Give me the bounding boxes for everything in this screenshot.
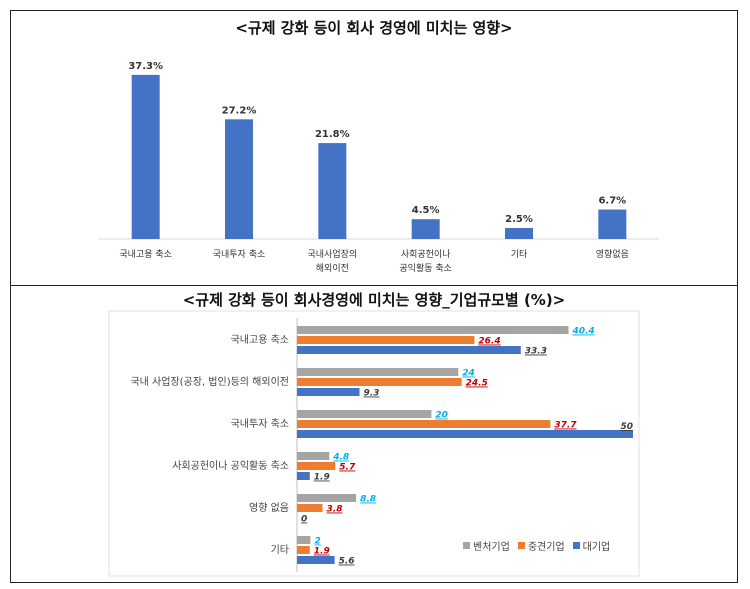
chart2-data-label: 1.9 [314, 473, 330, 483]
chart2-bar [297, 388, 360, 396]
chart2-data-label: 3.8 [327, 505, 343, 515]
chart2-bar [297, 378, 462, 386]
chart1-bar [505, 228, 533, 239]
chart1-category-label: 기타 [511, 249, 528, 260]
company-size-impact-chart-panel: <규제 강화 등이 회사경영에 미치는 영향_기업규모별 (%)> 국내고용 축… [10, 285, 738, 583]
overall-impact-chart-panel: <규제 강화 등이 회사 경영에 미치는 영향> 37.3% 국내고용 축소 27.… [10, 10, 738, 286]
chart2-category-label: 영향 없음 [249, 501, 289, 514]
chart2-data-label: 33.3 [525, 347, 547, 357]
chart2-category-label: 국내투자 축소 [231, 418, 289, 430]
legend-item-midsize: 중견기업 [517, 538, 565, 553]
chart2-data-label: 1.9 [314, 547, 330, 557]
chart2-bar [297, 536, 311, 544]
chart2-data-label: 2 [314, 537, 320, 547]
chart2-data-label: 5.6 [339, 557, 355, 567]
chart2-data-label: 37.7 [554, 421, 577, 431]
chart1-data-label: 4.5% [412, 205, 440, 216]
legend-item-large: 대기업 [572, 538, 611, 553]
chart2-bar [297, 410, 432, 418]
chart2-bar [297, 472, 310, 480]
chart2-bar [297, 504, 323, 512]
chart1-category-label: 영향없음 [596, 248, 629, 260]
chart2-bar [297, 494, 357, 502]
chart2-data-label: 50 [620, 422, 633, 432]
chart2-category-label: 국내 사업장(공장, 법인)등의 해외이전 [130, 375, 289, 388]
chart2-bar [297, 420, 551, 428]
chart2-category-label: 기타 [271, 544, 289, 556]
chart2-data-label: 9.3 [363, 389, 379, 399]
chart2-data-label: 20 [435, 411, 448, 421]
chart1-bar [225, 119, 253, 239]
legend-item-venture: 벤처기업 [463, 538, 510, 553]
chart1-bar [318, 143, 347, 239]
chart2-data-label: 4.8 [332, 453, 349, 463]
chart1-category-label: 국내고용 축소 [119, 249, 172, 260]
chart1-bar [598, 209, 627, 239]
legend-swatch-venture [463, 542, 470, 549]
chart2-data-label: 5.7 [339, 463, 356, 473]
legend-swatch-large [572, 542, 580, 549]
chart1-category-label: 국내사업장의 [307, 249, 357, 260]
chart2-plot: 국내고용 축소 40.4 26.4 33.3 국내 사업장(공장, 법인)등의 해외이전… [108, 310, 640, 577]
chart2-bar [297, 326, 569, 334]
chart2-data-label: 40.4 [571, 327, 594, 337]
chart1-data-label: 2.5% [505, 214, 533, 225]
legend-label-midsize: 중견기업 [527, 542, 565, 553]
chart1-bar [411, 219, 440, 239]
chart1-category-label: 국내투자 축소 [213, 249, 266, 260]
legend-label-venture: 벤처기업 [473, 542, 510, 553]
chart2-category-label: 사회공헌이나 공익활동 축소 [172, 459, 289, 472]
chart2-bar [297, 336, 475, 344]
chart2-bar [297, 546, 310, 554]
chart2-bar [297, 346, 521, 354]
chart2-bar [297, 452, 330, 460]
legend-swatch-midsize [517, 542, 525, 549]
chart2-data-label: 26.4 [478, 337, 500, 347]
chart1-category-label: 해외이전 [316, 262, 349, 274]
chart2-bar [297, 462, 336, 470]
chart2-bar [297, 430, 633, 438]
chart2-plot-frame [108, 310, 640, 577]
chart2-title: <규제 강화 등이 회사경영에 미치는 영향_기업규모별 (%)> [182, 291, 566, 309]
chart2-bar [297, 556, 335, 564]
chart1-data-label: 21.8% [315, 129, 350, 140]
chart2-data-label: 8.8 [360, 495, 376, 505]
chart2-data-label: 0 [301, 515, 307, 525]
chart2-legend: 벤처기업 중견기업 대기업 [463, 538, 610, 553]
chart2-category-label: 국내고용 축소 [231, 334, 289, 346]
chart1-title: <규제 강화 등이 회사 경영에 미치는 영향> [235, 19, 513, 37]
chart1-data-label: 27.2% [222, 105, 257, 116]
chart2-bar [297, 368, 459, 376]
chart2-data-label: 24 [462, 369, 475, 379]
chart1-data-label: 37.3% [128, 61, 163, 72]
chart1-category-label: 공익활동 축소 [399, 262, 452, 274]
legend-label-large: 대기업 [582, 542, 611, 553]
chart1-category-label: 사회공헌이나 [401, 249, 451, 260]
chart1-data-label: 6.7% [598, 196, 626, 207]
chart1-bar [131, 74, 160, 239]
chart2-data-label: 24.5 [466, 379, 488, 389]
